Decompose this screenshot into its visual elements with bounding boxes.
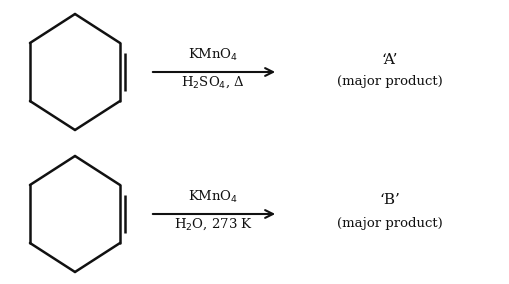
Text: (major product): (major product) [336,76,442,89]
Text: H$_2$SO$_4$, Δ: H$_2$SO$_4$, Δ [181,74,244,90]
Text: H$_2$O, 273 K: H$_2$O, 273 K [173,216,252,232]
Text: (major product): (major product) [336,218,442,231]
Text: ‘B’: ‘B’ [379,193,400,207]
Text: ‘A’: ‘A’ [381,53,398,67]
Text: KMnO$_4$: KMnO$_4$ [187,47,238,63]
Text: KMnO$_4$: KMnO$_4$ [187,189,238,205]
